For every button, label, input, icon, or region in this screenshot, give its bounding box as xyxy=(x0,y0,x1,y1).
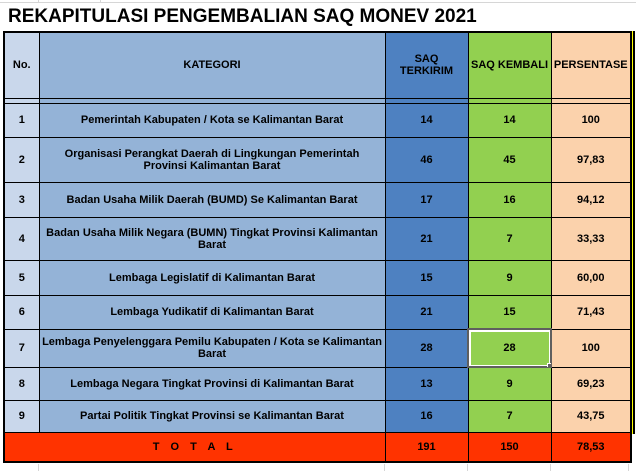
cell-kategori[interactable]: Pemerintah Kabupaten / Kota se Kalimanta… xyxy=(38,102,386,138)
cell-kategori[interactable]: Organisasi Perangkat Daerah di Lingkunga… xyxy=(38,136,386,183)
table-row: 5 Lembaga Legislatif di Kalimantan Barat… xyxy=(3,259,632,296)
cell-saq-kembali[interactable]: 7 xyxy=(467,399,552,433)
selected-cell[interactable]: 28 xyxy=(467,328,552,368)
cell-persentase[interactable]: 33,33 xyxy=(550,216,632,261)
gridline xyxy=(38,0,39,3)
header-saq-terkirim[interactable]: SAQ TERKIRIM xyxy=(384,31,469,99)
sheet-title: REKAPITULASI PENGEMBALIAN SAQ MONEV 2021 xyxy=(8,6,477,27)
cell-saq-kembali[interactable]: 45 xyxy=(467,136,552,183)
gridline xyxy=(100,0,101,3)
cell-persentase[interactable]: 60,00 xyxy=(550,259,632,296)
total-saq-kembali[interactable]: 150 xyxy=(467,431,552,463)
cell-kategori[interactable]: Lembaga Penyelenggara Pemilu Kabupaten /… xyxy=(38,328,386,368)
cell-no[interactable]: 5 xyxy=(3,259,40,296)
total-saq-terkirim[interactable]: 191 xyxy=(384,431,469,463)
cell-saq-kembali[interactable]: 16 xyxy=(467,181,552,218)
gridline xyxy=(0,2,636,3)
header-kategori[interactable]: KATEGORI xyxy=(38,31,386,99)
table-header-row: No. KATEGORI SAQ TERKIRIM SAQ KEMBALI PE… xyxy=(3,31,632,99)
cell-kategori[interactable]: Badan Usaha Milik Daerah (BUMD) Se Kalim… xyxy=(38,181,386,218)
cell-persentase[interactable]: 94,12 xyxy=(550,181,632,218)
cell-saq-terkirim[interactable]: 13 xyxy=(384,366,469,401)
cell-saq-kembali[interactable]: 15 xyxy=(467,294,552,330)
total-row: T O T A L 191 150 78,53 xyxy=(3,431,632,463)
cell-persentase[interactable]: 100 xyxy=(550,102,632,138)
table-row: 4 Badan Usaha Milik Negara (BUMN) Tingka… xyxy=(3,216,632,261)
cell-saq-kembali[interactable]: 14 xyxy=(467,102,552,138)
gridline xyxy=(467,464,468,471)
cell-saq-kembali[interactable]: 7 xyxy=(467,216,552,261)
total-persentase[interactable]: 78,53 xyxy=(550,431,632,463)
cell-persentase[interactable]: 71,43 xyxy=(550,294,632,330)
table-row: 6 Lembaga Yudikatif di Kalimantan Barat … xyxy=(3,294,632,330)
cell-persentase[interactable]: 43,75 xyxy=(550,399,632,433)
cell-kategori[interactable]: Partai Politik Tingkat Provinsi se Kalim… xyxy=(38,399,386,433)
gridline xyxy=(38,464,39,471)
cell-saq-terkirim[interactable]: 16 xyxy=(384,399,469,433)
cell-no[interactable]: 7 xyxy=(3,328,40,368)
cell-no[interactable]: 8 xyxy=(3,366,40,401)
cell-kategori[interactable]: Lembaga Legislatif di Kalimantan Barat xyxy=(38,259,386,296)
cell-kategori[interactable]: Badan Usaha Milik Negara (BUMN) Tingkat … xyxy=(38,216,386,261)
cell-kategori[interactable]: Lembaga Negara Tingkat Provinsi di Kalim… xyxy=(38,366,386,401)
cell-no[interactable]: 6 xyxy=(3,294,40,330)
cell-persentase[interactable]: 97,83 xyxy=(550,136,632,183)
cell-saq-terkirim[interactable]: 21 xyxy=(384,294,469,330)
cell-no[interactable]: 2 xyxy=(3,136,40,183)
cell-saq-terkirim[interactable]: 17 xyxy=(384,181,469,218)
cell-saq-kembali[interactable]: 9 xyxy=(467,259,552,296)
cell-no[interactable]: 9 xyxy=(3,399,40,433)
cell-saq-terkirim[interactable]: 46 xyxy=(384,136,469,183)
gridline xyxy=(550,464,551,471)
cell-saq-terkirim[interactable]: 28 xyxy=(384,328,469,368)
table-row: 2 Organisasi Perangkat Daerah di Lingkun… xyxy=(3,136,632,183)
gridline xyxy=(628,464,629,471)
table-row: 9 Partai Politik Tingkat Provinsi se Kal… xyxy=(3,399,632,433)
total-label[interactable]: T O T A L xyxy=(3,431,386,463)
cell-persentase[interactable]: 69,23 xyxy=(550,366,632,401)
cell-no[interactable]: 3 xyxy=(3,181,40,218)
table-row: 7 Lembaga Penyelenggara Pemilu Kabupaten… xyxy=(3,328,632,368)
table-row: 3 Badan Usaha Milik Daerah (BUMD) Se Kal… xyxy=(3,181,632,218)
cell-saq-terkirim[interactable]: 14 xyxy=(384,102,469,138)
cell-saq-kembali[interactable]: 9 xyxy=(467,366,552,401)
table-row: 8 Lembaga Negara Tingkat Provinsi di Kal… xyxy=(3,366,632,401)
header-saq-kembali[interactable]: SAQ KEMBALI xyxy=(467,31,552,99)
cell-no[interactable]: 4 xyxy=(3,216,40,261)
cell-persentase[interactable]: 100 xyxy=(550,328,632,368)
gridline xyxy=(384,464,385,471)
table-row: 1 Pemerintah Kabupaten / Kota se Kaliman… xyxy=(3,102,632,138)
cell-no[interactable]: 1 xyxy=(3,102,40,138)
recap-table: No. KATEGORI SAQ TERKIRIM SAQ KEMBALI PE… xyxy=(3,31,632,463)
cell-kategori[interactable]: Lembaga Yudikatif di Kalimantan Barat xyxy=(38,294,386,330)
cell-saq-terkirim[interactable]: 15 xyxy=(384,259,469,296)
header-persentase[interactable]: PERSENTASE xyxy=(550,31,632,99)
cell-saq-terkirim[interactable]: 21 xyxy=(384,216,469,261)
yellow-column-strip xyxy=(629,31,635,434)
header-no[interactable]: No. xyxy=(3,31,40,99)
